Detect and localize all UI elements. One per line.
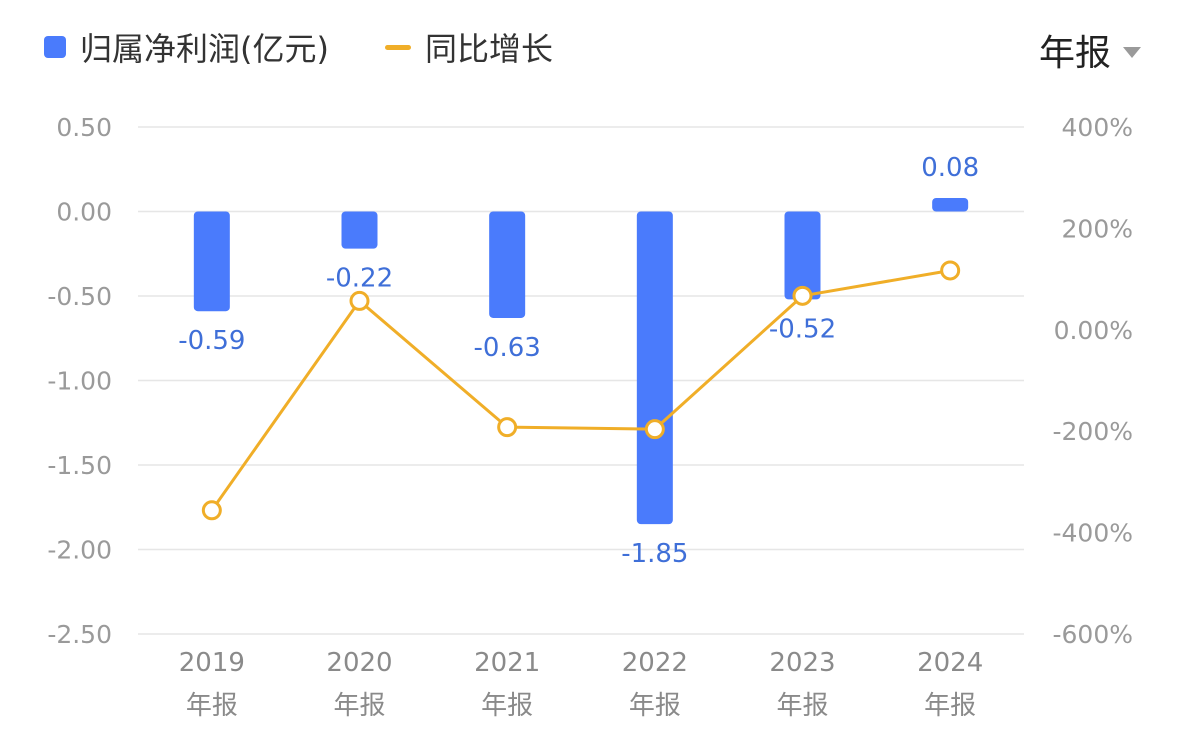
x-axis-period-label: 年报 <box>776 691 828 721</box>
growth-point <box>497 417 518 438</box>
x-axis-period-label: 年报 <box>186 691 238 721</box>
period-dropdown-label: 年报 <box>1038 33 1111 74</box>
legend-line-swatch <box>384 44 411 50</box>
bar <box>932 197 969 212</box>
legend-label-yoy-growth: 同比增长 <box>424 30 553 68</box>
bar-data-label: -0.63 <box>474 333 541 363</box>
right-axis-tick-label: -600% <box>1053 620 1134 649</box>
growth-point <box>201 500 222 521</box>
right-axis-tick-label: 200% <box>1062 214 1133 243</box>
legend-item-net-profit[interactable]: 归属净利润(亿元) <box>44 24 329 70</box>
growth-point <box>644 419 665 440</box>
x-axis-period-label: 年报 <box>333 691 385 721</box>
left-axis-tick-label: -1.00 <box>47 367 112 396</box>
bar-data-label: -0.52 <box>769 314 836 344</box>
bar <box>341 211 378 249</box>
legend-item-yoy-growth[interactable]: 同比增长 <box>384 24 553 70</box>
growth-point <box>349 290 370 311</box>
x-axis-year-label: 2019 <box>179 648 245 678</box>
bar-data-label: -0.59 <box>178 326 245 356</box>
legend-label-net-profit: 归属净利润(亿元) <box>80 30 329 68</box>
x-axis-year-label: 2023 <box>769 648 835 678</box>
period-dropdown[interactable]: 年报 <box>1039 24 1141 76</box>
right-axis-tick-label: 0.00% <box>1054 316 1133 345</box>
x-axis-period-label: 年报 <box>924 691 976 721</box>
bar <box>784 211 821 300</box>
left-axis-tick-label: -2.00 <box>47 536 112 565</box>
bar <box>193 211 230 312</box>
bar <box>489 211 526 318</box>
x-axis-year-label: 2022 <box>622 648 688 678</box>
left-axis-tick-label: -1.50 <box>47 451 112 480</box>
right-axis-tick-label: -200% <box>1053 417 1134 446</box>
x-axis-period-label: 年报 <box>481 691 533 721</box>
x-axis-year-label: 2021 <box>474 648 540 678</box>
left-axis-tick-label: -2.50 <box>47 620 112 649</box>
growth-point <box>792 285 813 306</box>
bar-data-label: -0.22 <box>326 264 393 294</box>
x-axis-year-label: 2024 <box>917 648 983 678</box>
right-axis-tick-label: 400% <box>1062 113 1133 142</box>
bar-data-label: 0.08 <box>921 153 979 183</box>
x-axis-period-label: 年报 <box>629 691 681 721</box>
caret-down-icon <box>1123 46 1141 58</box>
left-axis-tick-label: -0.50 <box>47 282 112 311</box>
right-axis-tick-label: -400% <box>1053 519 1134 548</box>
legend-bar-swatch <box>44 36 66 58</box>
bar <box>636 211 673 525</box>
x-axis-year-label: 2020 <box>326 648 392 678</box>
growth-point <box>940 260 961 281</box>
left-axis-tick-label: 0.00 <box>56 198 112 227</box>
bar-data-label: -1.85 <box>621 539 688 569</box>
growth-line <box>210 269 951 512</box>
legend: 归属净利润(亿元) 同比增长 <box>44 24 609 70</box>
left-axis-tick-label: 0.50 <box>56 113 112 142</box>
